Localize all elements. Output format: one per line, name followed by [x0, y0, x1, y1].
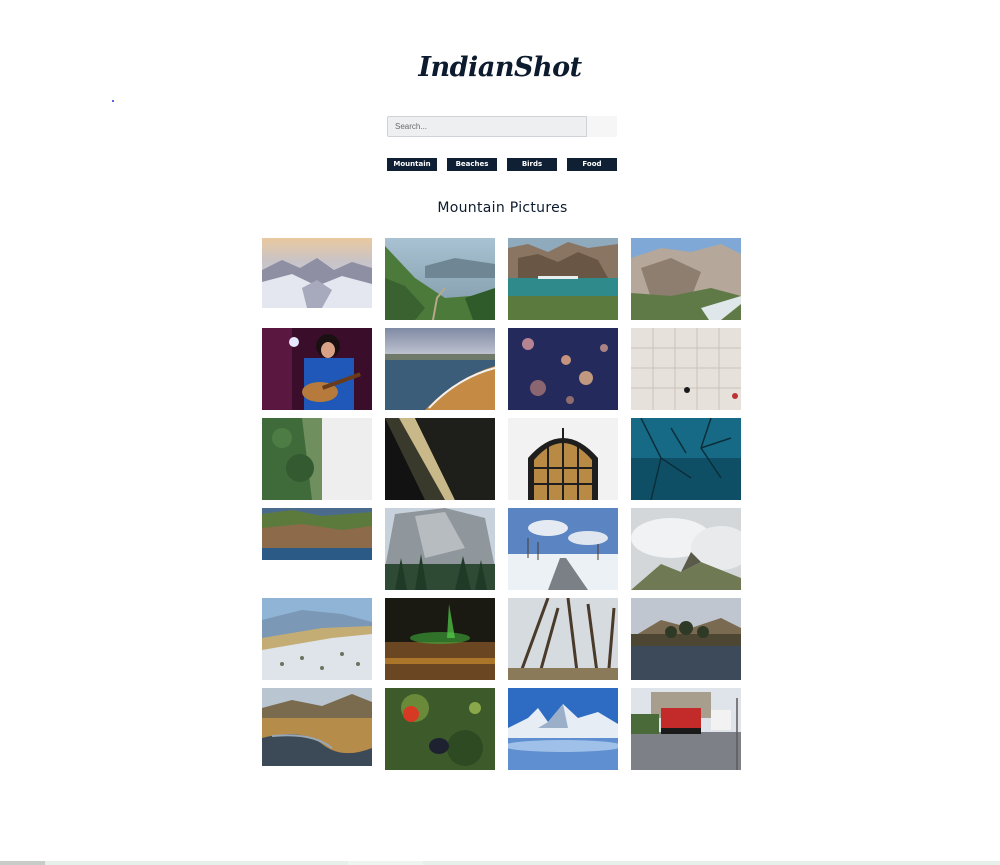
scroll-thumb[interactable] [0, 861, 45, 865]
search-bar [387, 116, 617, 137]
photo-tile[interactable] [262, 328, 372, 410]
photo-tile[interactable] [508, 508, 618, 590]
photo-tile[interactable] [262, 688, 372, 766]
photo-grid [262, 238, 742, 770]
photo-tile[interactable] [631, 238, 741, 320]
category-button-food[interactable]: Food [567, 158, 617, 171]
horizontal-scrollbar[interactable] [0, 861, 1000, 865]
search-button[interactable] [587, 116, 617, 137]
photo-tile[interactable] [631, 508, 741, 590]
photo-tile[interactable] [385, 508, 495, 590]
photo-tile[interactable] [508, 688, 618, 770]
scroll-segment [348, 861, 423, 865]
photo-tile[interactable] [508, 238, 618, 320]
photo-tile[interactable] [262, 238, 372, 308]
category-button-mountain[interactable]: Mountain [387, 158, 437, 171]
photo-tile[interactable] [508, 328, 618, 410]
photo-tile[interactable] [385, 328, 495, 410]
photo-tile[interactable] [262, 508, 372, 560]
page-title: Mountain Pictures [437, 200, 568, 216]
category-button-birds[interactable]: Birds [507, 158, 557, 171]
photo-tile[interactable] [262, 418, 372, 500]
site-logo[interactable]: IndianShot [418, 52, 582, 83]
category-buttons: Mountain Beaches Birds Food [387, 158, 617, 171]
photo-tile[interactable] [508, 598, 618, 680]
photo-tile[interactable] [262, 598, 372, 680]
photo-tile[interactable] [385, 688, 495, 770]
stray-dot [112, 100, 114, 102]
photo-tile[interactable] [385, 598, 495, 680]
search-input[interactable] [387, 116, 588, 137]
photo-tile[interactable] [508, 418, 618, 500]
photo-tile[interactable] [385, 418, 495, 500]
category-button-beaches[interactable]: Beaches [447, 158, 497, 171]
photo-tile[interactable] [385, 238, 495, 320]
photo-tile[interactable] [631, 328, 741, 410]
photo-tile[interactable] [631, 418, 741, 500]
photo-tile[interactable] [631, 598, 741, 680]
photo-tile[interactable] [631, 688, 741, 770]
